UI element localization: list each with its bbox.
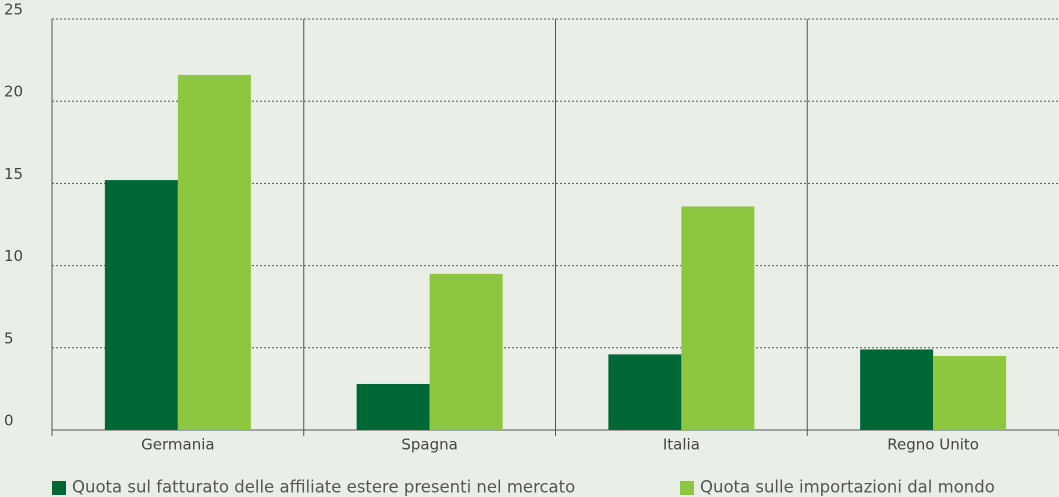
x-tick-label: Spagna — [401, 436, 457, 454]
y-tick-label: 25 — [4, 1, 23, 19]
y-tick-label: 15 — [4, 165, 23, 183]
legend-label: Quota sulle importazioni dal mondo — [700, 478, 995, 497]
bar — [608, 354, 682, 430]
bar — [177, 74, 251, 430]
bar — [429, 273, 503, 430]
legend-swatch — [52, 481, 66, 495]
bar — [681, 206, 755, 430]
bar — [356, 383, 430, 430]
y-tick-label: 20 — [4, 83, 23, 101]
x-tick-label: Italia — [663, 436, 700, 454]
y-tick-label: 5 — [4, 329, 14, 347]
x-tick-label: Regno Unito — [887, 436, 979, 454]
x-tick-label: Germania — [141, 436, 214, 454]
y-tick-label: 0 — [4, 412, 14, 430]
bar — [860, 349, 934, 430]
bar — [933, 356, 1007, 430]
legend-swatch — [680, 481, 694, 495]
y-tick-label: 10 — [4, 247, 23, 265]
bar — [104, 180, 178, 430]
legend-label: Quota sul fatturato delle affiliate este… — [72, 478, 575, 497]
